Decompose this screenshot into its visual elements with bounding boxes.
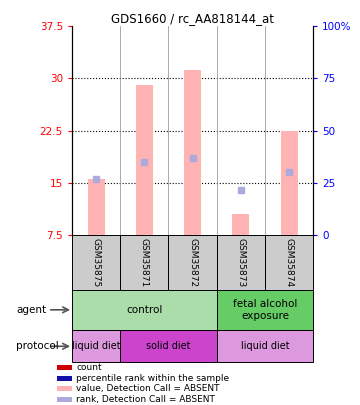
Bar xyxy=(168,235,217,290)
Bar xyxy=(72,330,120,362)
Bar xyxy=(136,85,153,235)
Bar xyxy=(217,330,313,362)
Bar xyxy=(72,290,217,330)
Bar xyxy=(57,397,72,403)
Text: control: control xyxy=(126,305,163,315)
Bar xyxy=(184,70,201,235)
Bar xyxy=(57,376,72,381)
Bar xyxy=(217,290,313,330)
Bar xyxy=(57,386,72,391)
Text: GSM35873: GSM35873 xyxy=(236,238,246,287)
Text: count: count xyxy=(76,363,102,372)
Bar xyxy=(72,235,120,290)
Text: value, Detection Call = ABSENT: value, Detection Call = ABSENT xyxy=(76,384,220,393)
Text: solid diet: solid diet xyxy=(146,341,191,351)
Bar xyxy=(281,130,297,235)
Text: liquid diet: liquid diet xyxy=(240,341,289,351)
Text: fetal alcohol
exposure: fetal alcohol exposure xyxy=(233,299,297,321)
Bar xyxy=(120,330,217,362)
Bar xyxy=(88,179,104,235)
Bar xyxy=(233,214,249,235)
Text: percentile rank within the sample: percentile rank within the sample xyxy=(76,374,229,383)
Text: protocol: protocol xyxy=(16,341,59,351)
Bar xyxy=(217,235,265,290)
Bar xyxy=(120,235,168,290)
Text: GSM35874: GSM35874 xyxy=(284,238,293,287)
Text: liquid diet: liquid diet xyxy=(72,341,121,351)
Text: GSM35872: GSM35872 xyxy=(188,238,197,287)
Text: GSM35871: GSM35871 xyxy=(140,238,149,287)
Text: GSM35875: GSM35875 xyxy=(91,238,100,287)
Bar xyxy=(265,235,313,290)
Title: GDS1660 / rc_AA818144_at: GDS1660 / rc_AA818144_at xyxy=(111,12,274,25)
Text: rank, Detection Call = ABSENT: rank, Detection Call = ABSENT xyxy=(76,395,215,405)
Text: agent: agent xyxy=(16,305,46,315)
Bar xyxy=(57,365,72,370)
